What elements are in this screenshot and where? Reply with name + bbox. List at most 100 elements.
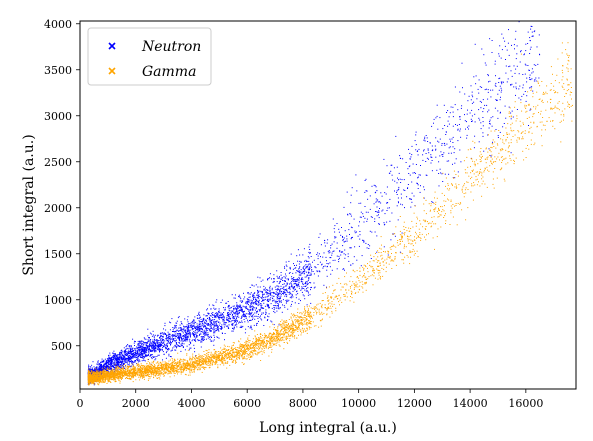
scatter-point <box>259 277 261 279</box>
scatter-point <box>110 367 112 369</box>
scatter-point <box>519 85 521 87</box>
scatter-point <box>230 307 232 309</box>
scatter-point <box>295 288 296 290</box>
scatter-point <box>176 369 178 371</box>
scatter-point <box>183 325 185 327</box>
scatter-point <box>163 342 165 344</box>
scatter-point <box>424 136 426 138</box>
scatter-point <box>122 360 124 362</box>
scatter-point <box>313 259 315 261</box>
scatter-point <box>120 367 122 368</box>
scatter-point <box>484 62 486 64</box>
scatter-point <box>205 363 206 365</box>
scatter-point <box>158 345 160 347</box>
scatter-point <box>350 215 352 217</box>
scatter-point <box>465 128 466 130</box>
scatter-point <box>277 295 278 297</box>
scatter-point <box>315 267 317 269</box>
scatter-point <box>471 102 473 104</box>
scatter-point <box>277 288 279 290</box>
scatter-point <box>279 290 281 291</box>
scatter-point <box>244 342 246 343</box>
scatter-point <box>196 336 197 338</box>
scatter-point <box>202 328 203 330</box>
scatter-point <box>353 256 355 258</box>
scatter-point <box>298 277 300 279</box>
scatter-point <box>328 250 330 252</box>
scatter-point <box>257 290 259 292</box>
scatter-point <box>127 360 129 362</box>
scatter-point <box>305 271 307 273</box>
scatter-point <box>185 339 187 340</box>
scatter-point <box>289 288 291 290</box>
scatter-point <box>218 330 220 332</box>
scatter-point <box>149 347 150 349</box>
scatter-point <box>264 305 266 307</box>
scatter-point <box>277 302 279 304</box>
scatter-point <box>272 299 274 301</box>
scatter-point <box>125 361 127 363</box>
scatter-point <box>292 287 294 289</box>
scatter-point <box>95 367 97 369</box>
scatter-point <box>196 323 198 325</box>
scatter-point <box>205 327 206 329</box>
scatter-point <box>310 272 312 274</box>
scatter-point <box>471 94 473 96</box>
scatter-point <box>148 354 149 356</box>
scatter-point <box>156 345 158 347</box>
scatter-point <box>251 284 253 286</box>
scatter-point <box>293 281 295 282</box>
scatter-point <box>244 321 246 323</box>
scatter-point <box>181 330 183 332</box>
scatter-point <box>109 367 110 369</box>
scatter-point <box>266 305 268 307</box>
scatter-point <box>451 138 453 140</box>
scatter-point <box>179 335 181 337</box>
scatter-point <box>431 125 433 127</box>
scatter-point <box>202 318 204 320</box>
scatter-point <box>299 267 300 269</box>
scatter-point <box>478 141 480 143</box>
scatter-point <box>363 240 365 242</box>
scatter-point <box>279 297 281 299</box>
scatter-point <box>99 367 101 369</box>
scatter-point <box>197 327 199 329</box>
scatter-point <box>482 121 484 123</box>
scatter-point <box>103 366 105 367</box>
scatter-point <box>290 305 292 307</box>
scatter-point <box>216 320 218 322</box>
scatter-point <box>193 320 195 322</box>
scatter-point <box>510 84 512 86</box>
scatter-point <box>532 71 534 73</box>
scatter-point <box>478 109 480 111</box>
scatter-point <box>205 328 207 330</box>
scatter-point <box>338 255 340 257</box>
scatter-point <box>111 365 113 366</box>
scatter-point <box>161 366 163 368</box>
scatter-point <box>183 362 185 364</box>
scatter-point <box>221 317 223 319</box>
scatter-point <box>194 365 196 367</box>
scatter-point <box>174 340 176 342</box>
scatter-point <box>135 347 137 349</box>
scatter-point <box>210 335 212 337</box>
scatter-point <box>137 350 139 352</box>
scatter-point <box>203 326 205 328</box>
scatter-point <box>218 310 220 312</box>
scatter-point <box>110 361 112 362</box>
scatter-point <box>317 264 319 265</box>
scatter-point <box>217 326 219 328</box>
scatter-point <box>441 144 443 146</box>
scatter-point <box>110 360 112 362</box>
scatter-point <box>196 334 198 336</box>
scatter-point <box>324 245 326 247</box>
scatter-point <box>246 303 248 305</box>
scatter-point <box>201 338 203 340</box>
scatter-point <box>512 116 514 118</box>
scatter-point <box>491 40 493 41</box>
scatter-point <box>123 367 125 369</box>
scatter-point <box>116 375 118 377</box>
scatter-point <box>257 296 259 298</box>
scatter-point <box>526 77 528 79</box>
scatter-point <box>232 330 234 332</box>
